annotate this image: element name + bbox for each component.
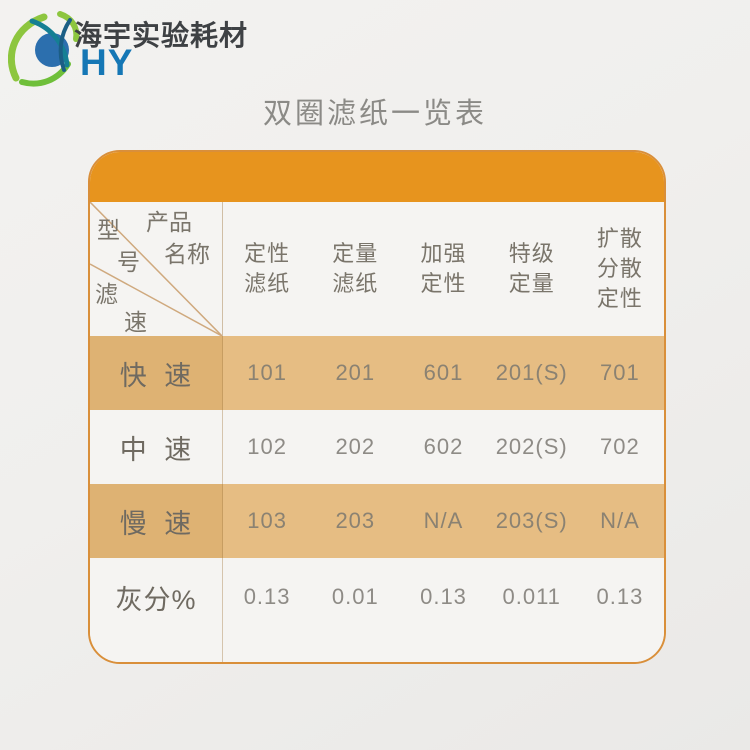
corner-speed-char1: 滤 bbox=[95, 281, 118, 307]
cell-value: 601 bbox=[423, 360, 464, 385]
corner-model-char1: 型 bbox=[97, 217, 120, 243]
page-title: 双圈滤纸一览表 bbox=[262, 98, 487, 130]
column-header-quantitative: 定量 滤纸 bbox=[332, 241, 379, 296]
table-row-ash: 灰分% 0.13 0.01 0.13 0.011 0.13 bbox=[90, 558, 664, 662]
row-label: 快 速 bbox=[90, 336, 223, 410]
table-header-row: 型 号 产品 名称 滤 速 定性 滤纸 定量 滤纸 加强 定性 特级 定量 扩散… bbox=[90, 202, 664, 336]
cell-value: 0.01 bbox=[331, 584, 379, 609]
cell-value: 0.13 bbox=[420, 584, 467, 609]
cell-value: 203(S) bbox=[495, 508, 568, 533]
cell-value: 101 bbox=[247, 360, 287, 385]
table-top-band bbox=[90, 152, 664, 202]
cell-value: 201(S) bbox=[495, 360, 568, 385]
column-header-qualitative: 定性 滤纸 bbox=[244, 241, 291, 296]
cell-value: 201 bbox=[335, 360, 376, 385]
table-row-medium: 中 速 102 202 602 202(S) 702 bbox=[90, 410, 664, 484]
table-row-fast: 快 速 101 201 601 201(S) 701 bbox=[90, 336, 664, 410]
column-header-diffusion: 扩散 分散 定性 bbox=[596, 226, 643, 311]
row-label: 中 速 bbox=[90, 410, 223, 484]
diagonal-lines bbox=[90, 202, 222, 336]
cell-value: 602 bbox=[423, 434, 464, 459]
cell-value: 202 bbox=[335, 434, 376, 459]
table-row-slow: 慢 速 103 203 N/A 203(S) N/A bbox=[90, 484, 664, 558]
cell-value: N/A bbox=[423, 508, 464, 533]
cell-value: 203 bbox=[335, 508, 376, 533]
row-label: 灰分% bbox=[90, 558, 223, 662]
cell-value: 0.13 bbox=[243, 584, 291, 609]
globe-leaf-icon bbox=[8, 11, 80, 87]
corner-product-line1: 产品 bbox=[146, 209, 192, 235]
cell-value: 702 bbox=[600, 434, 640, 459]
corner-model-char2: 号 bbox=[117, 249, 140, 275]
brand-logo: 海宇实验耗材 HY bbox=[6, 6, 266, 96]
diagonal-corner-cell: 型 号 产品 名称 滤 速 bbox=[90, 202, 223, 336]
corner-product-line2: 名称 bbox=[164, 241, 210, 267]
column-header-premium: 特级 定量 bbox=[508, 241, 555, 296]
cell-value: N/A bbox=[600, 508, 640, 533]
cell-value: 0.13 bbox=[596, 584, 644, 609]
company-abbr: HY bbox=[80, 42, 134, 83]
column-header-reinforced: 加强 定性 bbox=[420, 241, 467, 296]
cell-value: 0.011 bbox=[502, 584, 561, 609]
corner-speed-char2: 速 bbox=[124, 309, 147, 335]
cell-value: 103 bbox=[247, 508, 287, 533]
cell-value: 102 bbox=[247, 434, 287, 459]
filter-paper-table: 型 号 产品 名称 滤 速 定性 滤纸 定量 滤纸 加强 定性 特级 定量 扩散… bbox=[88, 150, 666, 664]
cell-value: 202(S) bbox=[495, 434, 568, 459]
company-name: 海宇实验耗材 bbox=[74, 20, 249, 51]
row-label: 慢 速 bbox=[90, 484, 223, 558]
cell-value: 701 bbox=[600, 360, 640, 385]
